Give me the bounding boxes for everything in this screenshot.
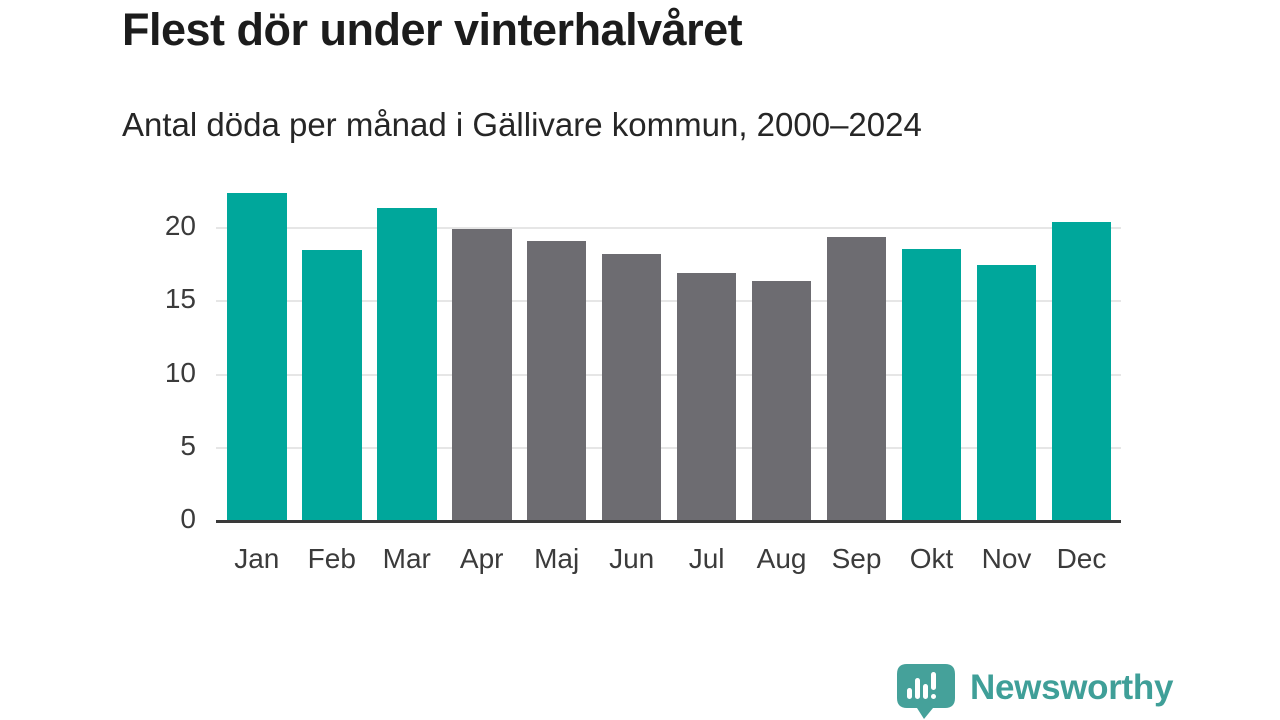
y-axis-tick-label: 5 xyxy=(180,429,196,461)
gridline xyxy=(216,300,1121,303)
bar-aug xyxy=(751,280,812,521)
x-axis-tick-label: Aug xyxy=(756,543,807,574)
bar-dec xyxy=(1051,222,1112,521)
y-axis-tick-label: 0 xyxy=(180,503,196,534)
chart-subtitle: Antal döda per månad i Gällivare kommun,… xyxy=(122,106,922,143)
bar-jun xyxy=(601,254,662,521)
bar-jan xyxy=(227,192,287,521)
gridline xyxy=(216,373,1121,376)
bar-mar xyxy=(376,207,437,521)
bar-okt xyxy=(901,248,962,521)
x-axis-tick-label: Maj xyxy=(534,543,580,574)
x-axis-tick-label: Jul xyxy=(688,543,725,574)
x-axis-tick-label: Sep xyxy=(831,543,882,574)
x-axis-tick-label: Nov xyxy=(981,543,1032,574)
x-axis-tick-label: Okt xyxy=(909,543,954,574)
gridline xyxy=(216,446,1121,449)
y-axis-tick-label: 10 xyxy=(164,356,196,388)
x-axis-line xyxy=(216,520,1121,523)
brand-footer: Newsworthy xyxy=(895,662,1173,719)
bar-feb xyxy=(301,249,362,521)
y-axis-tick-label: 20 xyxy=(164,210,196,241)
bar-jul xyxy=(676,273,737,521)
x-axis-tick-label: Jan xyxy=(234,543,280,574)
x-axis-tick-label: Apr xyxy=(459,543,504,574)
x-axis-tick-label: Jun xyxy=(609,543,655,574)
chart-title: Flest dör under vinterhalvåret xyxy=(122,4,743,55)
x-axis-tick-label: Dec xyxy=(1056,543,1107,574)
x-axis-tick-label: Mar xyxy=(382,543,431,574)
bar-maj xyxy=(526,241,587,521)
plot-area: 0 5 10 15 20 Jan Feb Mar Apr Maj Jun Jul Aug Sep Okt No… xyxy=(165,191,1121,573)
gridline xyxy=(216,227,1121,229)
bar-sep xyxy=(826,236,887,521)
bar-apr xyxy=(451,229,512,521)
newsworthy-logo-icon xyxy=(897,664,955,719)
brand-name: Newsworthy xyxy=(970,667,1174,707)
x-axis-tick-label: Feb xyxy=(307,543,356,574)
bar-nov xyxy=(976,264,1037,521)
y-axis-tick-label: 15 xyxy=(164,283,196,315)
